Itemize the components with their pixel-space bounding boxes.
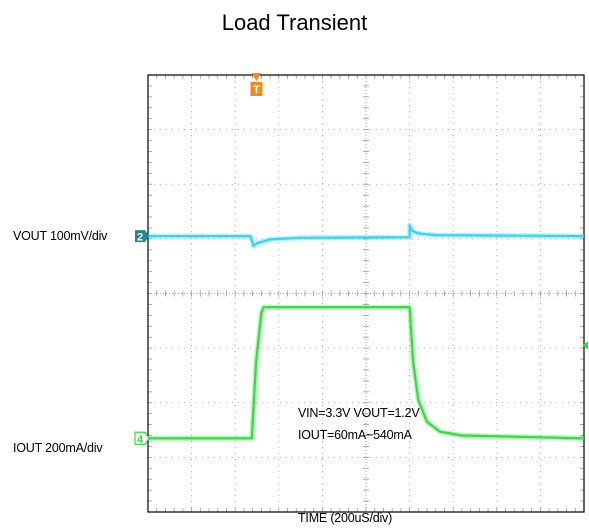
x-axis-label: TIME (200uS/div) [298, 511, 393, 525]
vout-trace [148, 224, 585, 248]
ch4-marker-label: 4 [137, 434, 144, 446]
trigger-label: T [253, 84, 260, 96]
vout-channel-label: VOUT 100mV/div [13, 229, 108, 243]
chart-title: Load Transient [221, 10, 368, 35]
trigger-level-marker [582, 341, 588, 350]
ch2-marker-label: 2 [137, 232, 143, 244]
annotation-line-1: VIN=3.3V VOUT=1.2V [298, 406, 420, 420]
grid [147, 74, 585, 513]
annotation-line-2: IOUT=60mA~540mA [298, 428, 412, 442]
ch2-marker-arrow [145, 230, 149, 243]
trigger-marker: T [250, 73, 263, 96]
ch4-marker-box [134, 431, 150, 445]
traces [148, 222, 585, 441]
trigger-arrow [251, 73, 262, 81]
markers: 2 4 T [134, 73, 588, 446]
ch2-marker: 2 [135, 230, 149, 244]
plot-frame [147, 74, 585, 513]
iout-trace [148, 306, 585, 440]
ch2-marker-box [135, 230, 145, 243]
trigger-box [250, 82, 263, 96]
iout-channel-label: IOUT 200mA/div [13, 441, 103, 455]
ch4-marker: 4 [134, 431, 150, 446]
